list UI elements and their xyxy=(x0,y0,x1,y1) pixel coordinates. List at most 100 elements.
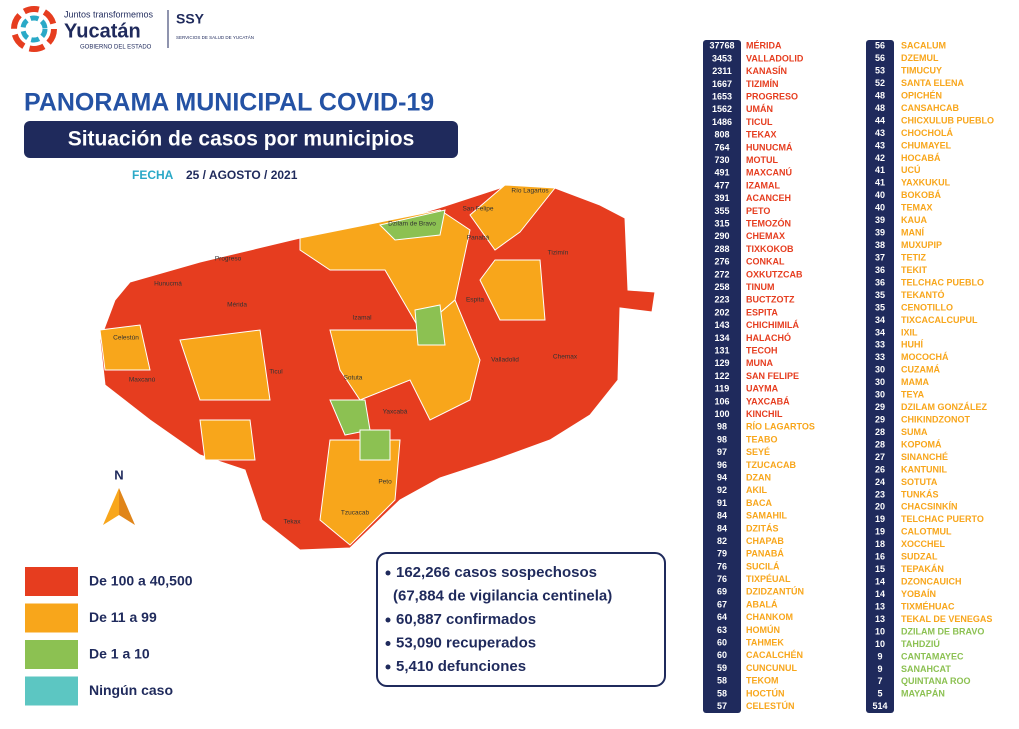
municipality-name: FORÁNEOS xyxy=(901,701,952,711)
map-label: Tekax xyxy=(284,519,302,526)
map-label: Celestún xyxy=(113,335,139,342)
bullet xyxy=(385,617,391,623)
case-count: 514 xyxy=(872,701,887,711)
municipality-name: TEABO xyxy=(746,434,778,444)
case-count: 477 xyxy=(714,180,729,190)
municipality-name: SUDZAL xyxy=(901,552,938,562)
municipality-name: TICUL xyxy=(746,117,773,127)
case-count: 34 xyxy=(875,315,885,325)
municipality-name: PETO xyxy=(746,206,770,216)
municipality-name: TAHDZIÚ xyxy=(901,638,940,649)
case-count: 9 xyxy=(877,664,882,674)
municipality-name: MUNA xyxy=(746,358,773,368)
legend-label: De 1 a 10 xyxy=(89,646,150,662)
case-count: 1667 xyxy=(712,79,732,89)
municipality-name: IZAMAL xyxy=(746,180,780,190)
municipality-name: HOCTÚN xyxy=(746,687,785,698)
case-count: 41 xyxy=(875,165,885,175)
municipality-name: MOCOCHÁ xyxy=(901,352,949,362)
legend-swatch xyxy=(25,640,78,669)
municipality-name: HALACHÓ xyxy=(746,332,791,343)
municipality-name: DZIDZANTÚN xyxy=(746,586,804,597)
case-count: 41 xyxy=(875,178,885,188)
case-count: 84 xyxy=(717,511,727,521)
summary-line: 5,410 defunciones xyxy=(396,658,526,675)
case-count: 30 xyxy=(875,365,885,375)
case-count: 39 xyxy=(875,228,885,238)
municipality-name: AKIL xyxy=(746,485,767,495)
legend-swatch xyxy=(25,603,78,633)
case-count: 28 xyxy=(875,439,885,449)
summary-line: 60,887 confirmados xyxy=(396,611,536,628)
municipality-name: TEKAX xyxy=(746,130,777,140)
case-count: 18 xyxy=(875,539,885,549)
municipality-name: YAXKUKUL xyxy=(901,178,951,188)
legend-label: Ningún caso xyxy=(89,682,173,698)
case-count: 26 xyxy=(875,464,885,474)
municipality-name: MANÍ xyxy=(901,228,924,238)
case-count: 13 xyxy=(875,601,885,611)
municipality-name: BUCTZOTZ xyxy=(746,295,795,305)
case-count: 730 xyxy=(714,155,729,165)
case-count: 63 xyxy=(717,625,727,635)
map xyxy=(99,184,656,551)
municipality-name: SANAHCAT xyxy=(901,664,951,674)
case-count: 97 xyxy=(717,447,727,457)
municipality-name: TIMUCUY xyxy=(901,66,942,76)
case-count: 33 xyxy=(875,340,885,350)
case-count: 48 xyxy=(875,103,885,113)
case-count: 2311 xyxy=(712,66,732,76)
region-orange xyxy=(199,419,256,461)
case-count: 30 xyxy=(875,390,885,400)
municipality-name: YOBAÍN xyxy=(901,589,936,599)
case-count: 258 xyxy=(714,282,729,292)
municipality-name: CHOCHOLÁ xyxy=(901,128,953,138)
case-count: 44 xyxy=(875,115,885,125)
municipality-name: TEKANTÓ xyxy=(901,289,945,300)
case-count: 290 xyxy=(714,231,729,241)
municipality-name: HOCABÁ xyxy=(901,153,941,163)
case-count: 1653 xyxy=(712,92,732,102)
map-label: Ticul xyxy=(269,369,283,376)
municipality-name: SEYÉ xyxy=(746,447,770,457)
case-count: 37768 xyxy=(709,41,734,51)
municipality-name: KANASÍN xyxy=(746,66,787,76)
municipality-name: CANTAMAYEC xyxy=(901,651,964,661)
municipality-name: DZITÁS xyxy=(746,523,779,533)
municipality-name: TELCHAC PUEBLO xyxy=(901,277,984,287)
case-count: 40 xyxy=(875,203,885,213)
map-label: Tizimín xyxy=(548,250,569,257)
date: 25 / AGOSTO / 2021 xyxy=(186,168,298,182)
map-label: Sotuta xyxy=(344,375,363,382)
municipality-name: TZUCACAB xyxy=(746,460,796,470)
case-count: 91 xyxy=(717,498,727,508)
municipality-name: DZEMUL xyxy=(901,53,939,63)
map-label: Progreso xyxy=(215,256,242,263)
municipality-name: TEMAX xyxy=(901,203,933,213)
bullet xyxy=(385,664,391,670)
municipality-name: MAXCANÚ xyxy=(746,167,792,178)
case-count: 391 xyxy=(714,193,729,203)
case-count: 16 xyxy=(875,552,885,562)
map-label: Panabá xyxy=(467,235,490,242)
map-label: Dzilam de Bravo xyxy=(388,221,436,228)
case-count: 92 xyxy=(717,485,727,495)
municipality-name: CHICXULUB PUEBLO xyxy=(901,115,994,125)
arrow-left xyxy=(103,488,119,525)
map-label: Tzucacab xyxy=(341,510,370,517)
subtitle-box xyxy=(24,121,458,158)
summary-line: 162,266 casos sospechosos xyxy=(396,564,597,581)
case-count: 1562 xyxy=(712,104,732,114)
municipality-name: TEKIT xyxy=(901,265,928,275)
municipality-name: CHUMAYEL xyxy=(901,140,952,150)
legend-swatch xyxy=(25,676,78,706)
municipality-name: TIZIMÍN xyxy=(746,79,779,89)
case-count: 56 xyxy=(875,41,885,51)
municipality-name: RÍO LAGARTOS xyxy=(746,422,815,432)
case-count: 19 xyxy=(875,527,885,537)
municipality-name: CHEMAX xyxy=(746,231,785,241)
municipality-name: TEKOM xyxy=(746,676,779,686)
case-count: 28 xyxy=(875,427,885,437)
municipality-name: SUCILÁ xyxy=(746,561,780,571)
case-count: 5 xyxy=(877,689,882,699)
